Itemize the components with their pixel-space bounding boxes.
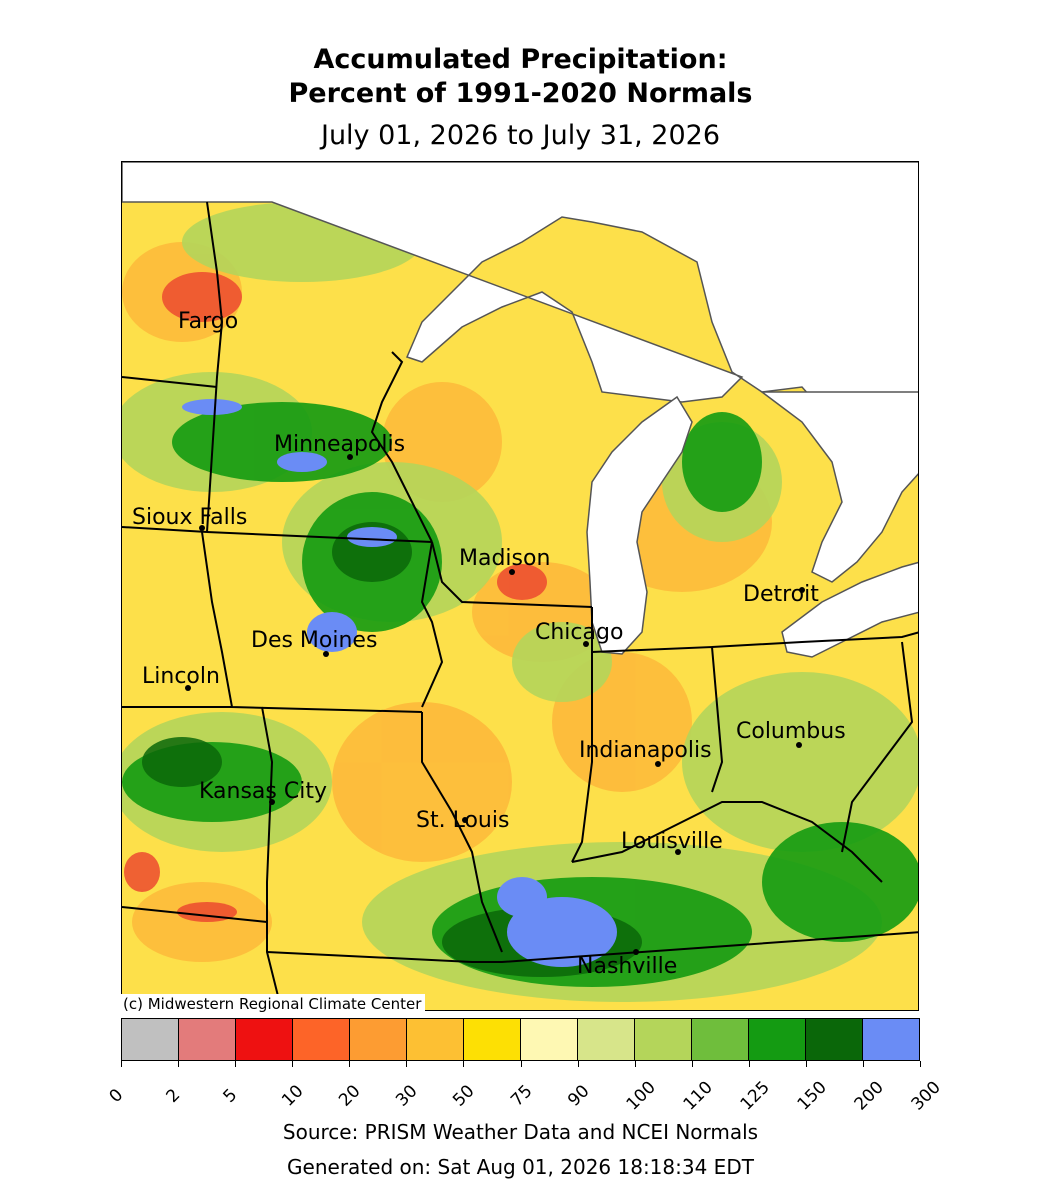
legend-swatch bbox=[122, 1019, 179, 1060]
legend-tickmark bbox=[805, 1061, 807, 1067]
city-label-minneapolis: Minneapolis bbox=[274, 432, 405, 457]
legend-tick-label: 5 bbox=[219, 1085, 242, 1107]
city-labels: Fargo Minneapolis Sioux Falls Madison De… bbox=[132, 309, 846, 979]
legend-tick-label: 90 bbox=[563, 1081, 594, 1111]
legend-tick-label: 75 bbox=[506, 1081, 537, 1111]
legend-tickmark bbox=[235, 1061, 237, 1067]
copyright-notice: (c) Midwestern Regional Climate Center bbox=[121, 994, 426, 1014]
map-title-line2: Percent of 1991-2020 Normals bbox=[288, 78, 753, 109]
legend-tick-label: 110 bbox=[679, 1077, 717, 1115]
city-label-kansas-city: Kansas City bbox=[199, 779, 327, 804]
date-range-subtitle: July 01, 2026 to July 31, 2026 bbox=[320, 120, 720, 151]
legend-tickmark bbox=[748, 1061, 750, 1067]
legend-tickmark bbox=[520, 1061, 522, 1067]
city-markers bbox=[185, 454, 805, 955]
city-label-des-moines: Des Moines bbox=[251, 628, 377, 653]
legend-tickmark bbox=[920, 1061, 921, 1067]
source-credit: Source: PRISM Weather Data and NCEI Norm… bbox=[282, 1120, 759, 1144]
city-label-indianapolis: Indianapolis bbox=[579, 738, 712, 763]
city-label-fargo: Fargo bbox=[178, 309, 238, 334]
legend-tick-label: 125 bbox=[736, 1077, 774, 1115]
legend-swatch bbox=[293, 1019, 350, 1060]
legend-swatch bbox=[179, 1019, 236, 1060]
map-title-line1: Accumulated Precipitation: bbox=[313, 44, 728, 75]
city-label-sioux-falls: Sioux Falls bbox=[132, 505, 247, 530]
city-label-lincoln: Lincoln bbox=[142, 664, 220, 689]
legend-tick-label: 150 bbox=[793, 1077, 831, 1115]
legend-tick-label: 30 bbox=[392, 1081, 422, 1111]
legend-colorbar bbox=[121, 1018, 920, 1061]
legend-tickmark bbox=[406, 1061, 408, 1067]
legend-swatch bbox=[863, 1019, 919, 1060]
city-label-louisville: Louisville bbox=[621, 829, 723, 854]
legend-tick-label: 100 bbox=[622, 1077, 660, 1115]
legend-tick-label: 2 bbox=[162, 1085, 185, 1107]
precipitation-map: Fargo Minneapolis Sioux Falls Madison De… bbox=[121, 161, 919, 1011]
city-label-chicago: Chicago bbox=[535, 620, 623, 645]
legend-tickmark bbox=[121, 1061, 122, 1067]
city-label-detroit: Detroit bbox=[743, 582, 819, 607]
legend-swatch bbox=[692, 1019, 749, 1060]
lakes-and-canada bbox=[122, 162, 918, 658]
legend-tickmark bbox=[292, 1061, 294, 1067]
legend-swatch bbox=[236, 1019, 293, 1060]
legend-swatch bbox=[635, 1019, 692, 1060]
legend-tick-label: 300 bbox=[907, 1077, 945, 1115]
city-label-st-louis: St. Louis bbox=[416, 808, 509, 833]
legend-tickmark bbox=[349, 1061, 351, 1067]
legend-swatch bbox=[521, 1019, 578, 1060]
map-canvas: Fargo Minneapolis Sioux Falls Madison De… bbox=[122, 162, 918, 1010]
legend-swatch bbox=[407, 1019, 464, 1060]
legend-tickmark bbox=[178, 1061, 180, 1067]
city-label-columbus: Columbus bbox=[736, 719, 846, 744]
red-areas bbox=[124, 272, 547, 922]
legend-swatch bbox=[350, 1019, 407, 1060]
legend-tickmark bbox=[634, 1061, 636, 1067]
legend-swatch bbox=[464, 1019, 521, 1060]
legend-tickmark bbox=[862, 1061, 864, 1067]
legend-tick-label: 0 bbox=[105, 1085, 128, 1107]
generated-timestamp: Generated on: Sat Aug 01, 2026 18:18:34 … bbox=[287, 1155, 754, 1179]
legend-tickmark bbox=[577, 1061, 579, 1067]
legend-tick-label: 10 bbox=[278, 1081, 308, 1111]
legend-swatch bbox=[749, 1019, 806, 1060]
legend-tick-label: 50 bbox=[449, 1081, 479, 1111]
legend-tick-label: 20 bbox=[335, 1081, 365, 1111]
legend-swatch bbox=[578, 1019, 635, 1060]
legend-tickmark bbox=[463, 1061, 465, 1067]
legend-tick-label: 200 bbox=[850, 1077, 888, 1115]
blue-areas bbox=[182, 399, 617, 967]
state-borders bbox=[122, 201, 918, 1010]
city-label-nashville: Nashville bbox=[577, 954, 677, 979]
legend-swatch bbox=[806, 1019, 863, 1060]
legend-tickmark bbox=[691, 1061, 693, 1067]
city-label-madison: Madison bbox=[459, 546, 550, 571]
